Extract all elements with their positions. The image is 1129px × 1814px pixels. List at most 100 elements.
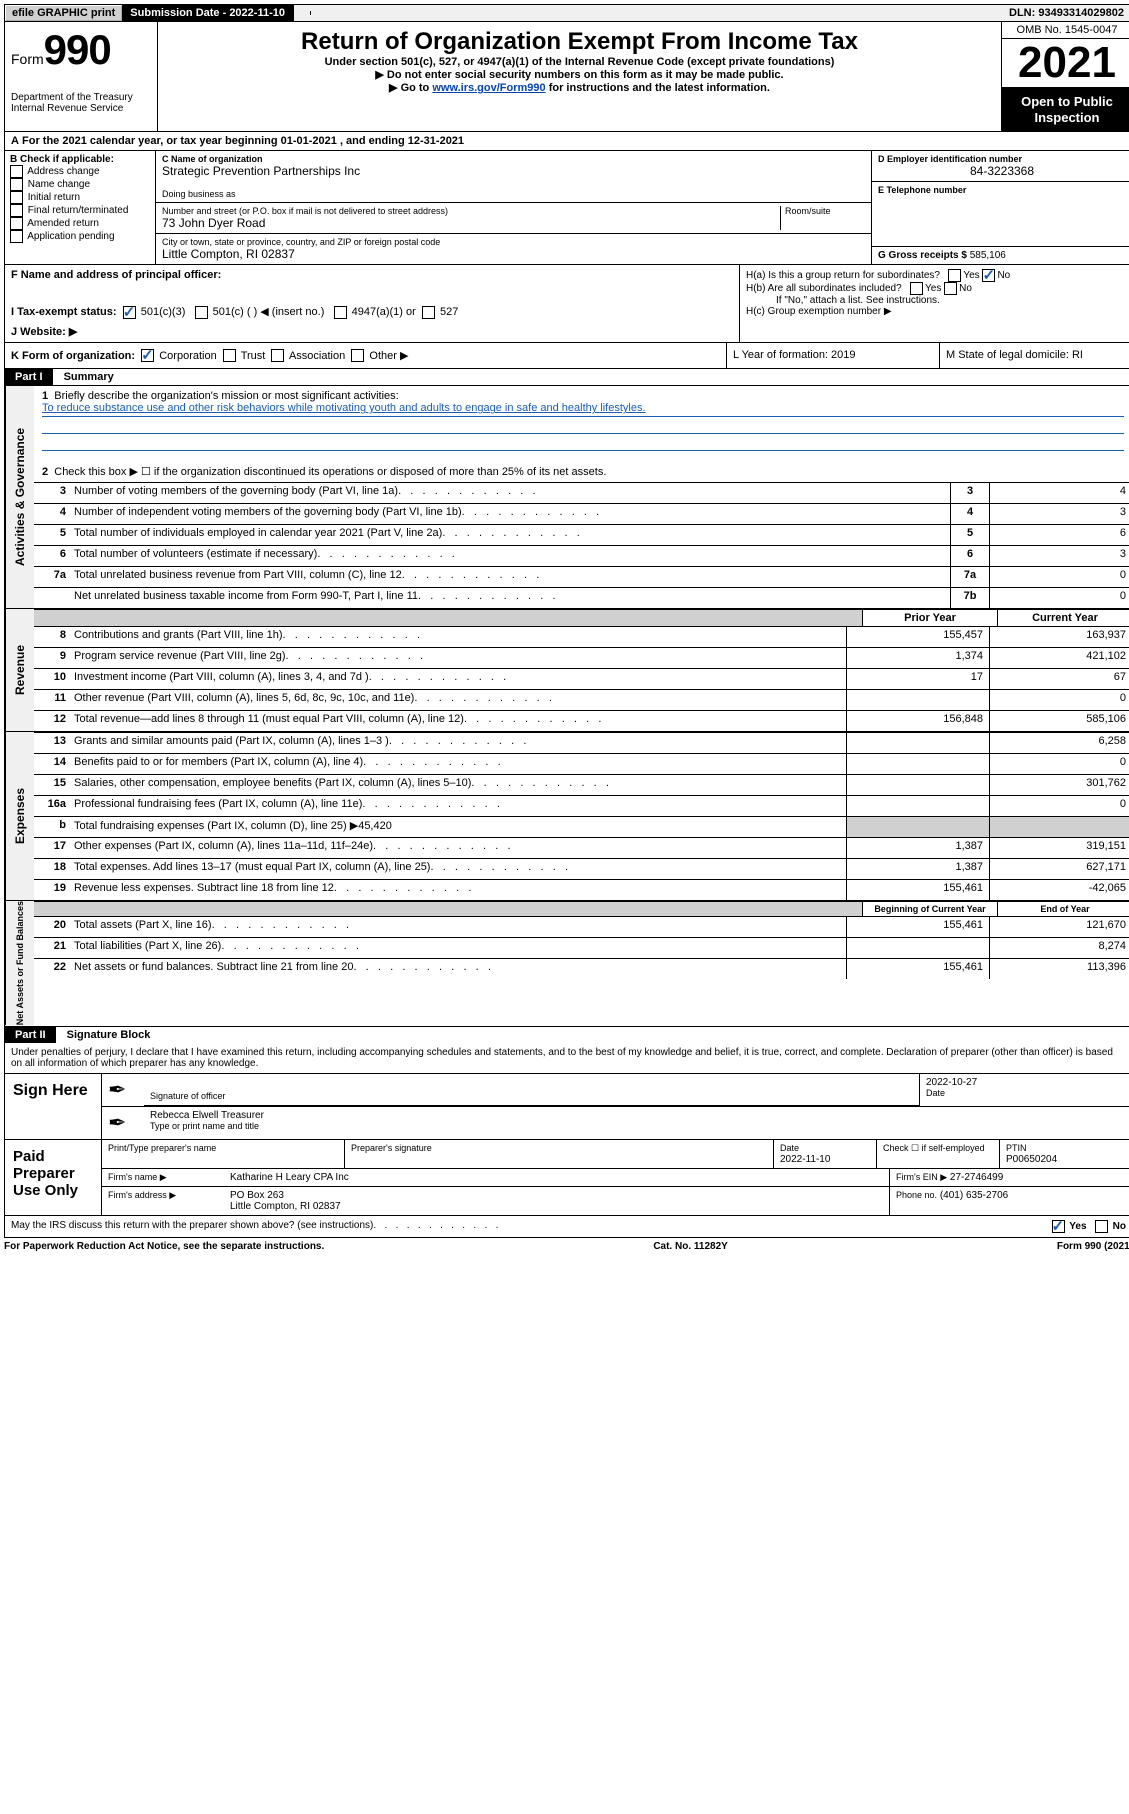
other-checkbox[interactable] xyxy=(351,349,364,362)
corp-checkbox[interactable] xyxy=(141,349,154,362)
firm-name: Katharine H Leary CPA Inc xyxy=(224,1169,889,1186)
sig-date: 2022-10-27 xyxy=(926,1077,1126,1088)
side-netassets: Net Assets or Fund Balances xyxy=(5,901,34,1025)
firm-ein: 27-2746499 xyxy=(950,1172,1003,1183)
omb-number: OMB No. 1545-0047 xyxy=(1002,22,1129,39)
side-revenue: Revenue xyxy=(5,609,34,731)
may-irs-discuss: May the IRS discuss this return with the… xyxy=(11,1220,1052,1233)
part1-title: Summary xyxy=(56,371,114,383)
cat-number: Cat. No. 11282Y xyxy=(653,1241,727,1252)
form-label: Form990 xyxy=(11,26,151,74)
summary-line: 12Total revenue—add lines 8 through 11 (… xyxy=(34,710,1129,731)
top-bar: efile GRAPHIC print Submission Date - 20… xyxy=(4,4,1129,22)
527-checkbox[interactable] xyxy=(422,306,435,319)
efile-label[interactable]: efile GRAPHIC print xyxy=(5,5,122,21)
summary-line: 21Total liabilities (Part X, line 26)8,2… xyxy=(34,937,1129,958)
net-assets-section: Net Assets or Fund Balances Beginning of… xyxy=(4,901,1129,1026)
hb-yes-checkbox[interactable] xyxy=(910,282,923,295)
irs-label: Internal Revenue Service xyxy=(11,103,151,114)
identity-block: B Check if applicable: Address change Na… xyxy=(4,151,1129,265)
section-b: B Check if applicable: Address change Na… xyxy=(5,151,156,264)
summary-line: 10Investment income (Part VIII, column (… xyxy=(34,668,1129,689)
open-public: Open to Public Inspection xyxy=(1002,88,1129,131)
form-header: Form990 Department of the Treasury Inter… xyxy=(4,22,1129,132)
mission-text: To reduce substance use and other risk b… xyxy=(42,402,1124,417)
discuss-no-checkbox[interactable] xyxy=(1095,1220,1108,1233)
page-title: Return of Organization Exempt From Incom… xyxy=(166,28,993,56)
summary-line: 9Program service revenue (Part VIII, lin… xyxy=(34,647,1129,668)
revenue-section: Revenue Prior Year Current Year 8Contrib… xyxy=(4,609,1129,732)
section-i: I Tax-exempt status: 501(c)(3) 501(c) ( … xyxy=(11,305,733,319)
4947-checkbox[interactable] xyxy=(334,306,347,319)
summary-line: Net unrelated business taxable income fr… xyxy=(34,587,1129,608)
section-klm: K Form of organization: Corporation Trus… xyxy=(4,343,1129,370)
part1-header: Part I xyxy=(5,369,53,385)
summary-line: 20Total assets (Part X, line 16)155,4611… xyxy=(34,916,1129,937)
summary-line: 7aTotal unrelated business revenue from … xyxy=(34,566,1129,587)
side-ag: Activities & Governance xyxy=(5,386,34,608)
501c-checkbox[interactable] xyxy=(195,306,208,319)
section-c: C Name of organization Strategic Prevent… xyxy=(156,151,871,264)
form-number: Form 990 (2021) xyxy=(1057,1241,1129,1252)
current-year-head: Current Year xyxy=(997,610,1129,626)
org-address: 73 John Dyer Road xyxy=(162,216,780,230)
part2-title: Signature Block xyxy=(59,1029,151,1041)
dln-label: DLN: 93493314029802 xyxy=(1001,5,1129,21)
instr-link: ▶ Go to www.irs.gov/Form990 for instruct… xyxy=(166,81,993,94)
summary-line: 5Total number of individuals employed in… xyxy=(34,524,1129,545)
summary-line: 13Grants and similar amounts paid (Part … xyxy=(34,732,1129,753)
org-name: Strategic Prevention Partnerships Inc xyxy=(162,164,865,178)
summary-line: 6Total number of volunteers (estimate if… xyxy=(34,545,1129,566)
discuss-yes-checkbox[interactable] xyxy=(1052,1220,1065,1233)
prep-date: 2022-11-10 xyxy=(780,1154,830,1165)
signature-block: Under penalties of perjury, I declare th… xyxy=(4,1043,1129,1238)
begin-year-head: Beginning of Current Year xyxy=(862,902,997,916)
summary-line: 19Revenue less expenses. Subtract line 1… xyxy=(34,879,1129,900)
summary-line: 4Number of independent voting members of… xyxy=(34,503,1129,524)
section-fh: F Name and address of principal officer:… xyxy=(4,265,1129,343)
page-footer: For Paperwork Reduction Act Notice, see … xyxy=(4,1238,1129,1252)
gross-receipts: 585,106 xyxy=(970,250,1006,261)
tax-year: 2021 xyxy=(1002,39,1129,88)
ptin-value: P00650204 xyxy=(1006,1154,1057,1165)
summary-line: 15Salaries, other compensation, employee… xyxy=(34,774,1129,795)
501c3-checkbox[interactable] xyxy=(123,306,136,319)
hb-no-checkbox[interactable] xyxy=(944,282,957,295)
summary-line: 8Contributions and grants (Part VIII, li… xyxy=(34,626,1129,647)
firm-phone: (401) 635-2706 xyxy=(940,1190,1008,1201)
activities-governance: Activities & Governance 1 Briefly descri… xyxy=(4,386,1129,609)
subtitle: Under section 501(c), 527, or 4947(a)(1)… xyxy=(166,56,993,68)
ha-yes-checkbox[interactable] xyxy=(948,269,961,282)
paid-preparer-label: Paid Preparer Use Only xyxy=(5,1140,102,1215)
summary-line: 17Other expenses (Part IX, column (A), l… xyxy=(34,837,1129,858)
expenses-section: Expenses 13Grants and similar amounts pa… xyxy=(4,732,1129,901)
summary-line: 16aProfessional fundraising fees (Part I… xyxy=(34,795,1129,816)
assoc-checkbox[interactable] xyxy=(271,349,284,362)
org-city: Little Compton, RI 02837 xyxy=(162,247,865,261)
part2-header: Part II xyxy=(5,1027,56,1043)
sign-here-label: Sign Here xyxy=(5,1074,102,1139)
pra-notice: For Paperwork Reduction Act Notice, see … xyxy=(4,1241,324,1252)
officer-name: Rebecca Elwell Treasurer xyxy=(150,1110,1126,1121)
section-a-row: A For the 2021 calendar year, or tax yea… xyxy=(4,132,1129,151)
firm-address: PO Box 263 xyxy=(230,1190,883,1201)
end-year-head: End of Year xyxy=(997,902,1129,916)
ein-value: 84-3223368 xyxy=(878,164,1126,178)
summary-line: 14Benefits paid to or for members (Part … xyxy=(34,753,1129,774)
dept-label: Department of the Treasury xyxy=(11,92,151,103)
submission-date: Submission Date - 2022-11-10 xyxy=(122,5,294,21)
irs-link[interactable]: www.irs.gov/Form990 xyxy=(432,82,545,94)
summary-line: 11Other revenue (Part VIII, column (A), … xyxy=(34,689,1129,710)
ha-no-checkbox[interactable] xyxy=(982,269,995,282)
legal-domicile: M State of legal domicile: RI xyxy=(939,343,1129,369)
penalties-text: Under penalties of perjury, I declare th… xyxy=(5,1043,1129,1074)
side-expenses: Expenses xyxy=(5,732,34,900)
tax-year-range: A For the 2021 calendar year, or tax yea… xyxy=(5,132,1129,150)
prior-year-head: Prior Year xyxy=(862,610,997,626)
instr-ssn: ▶ Do not enter social security numbers o… xyxy=(166,68,993,81)
trust-checkbox[interactable] xyxy=(223,349,236,362)
summary-line: 3Number of voting members of the governi… xyxy=(34,482,1129,503)
year-formation: L Year of formation: 2019 xyxy=(726,343,939,369)
summary-line: 18Total expenses. Add lines 13–17 (must … xyxy=(34,858,1129,879)
section-j: J Website: ▶ xyxy=(11,325,733,338)
